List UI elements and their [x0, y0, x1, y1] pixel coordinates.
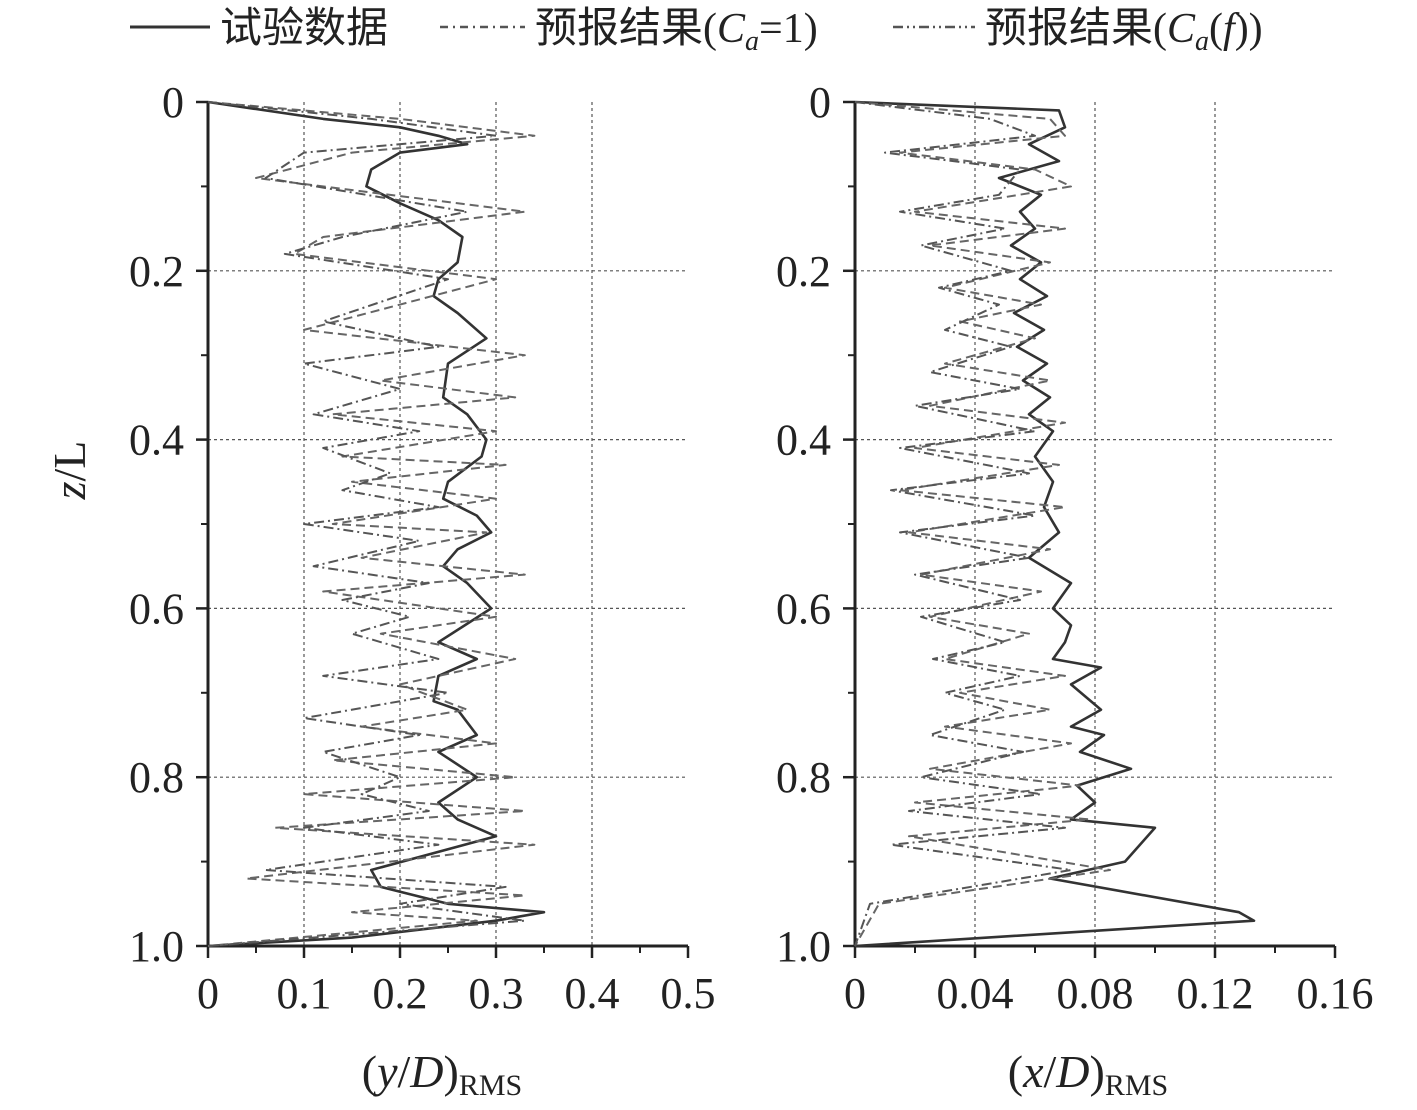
x-tick-label: 0.04 — [937, 969, 1014, 1018]
y-tick-label: 0 — [162, 78, 184, 127]
right-panel: 0 0.04 0.08 0.12 0.16 0 0.2 0.4 0.6 0.8 1.0 — [776, 78, 1374, 1018]
y-tick-label: 0.8 — [776, 753, 831, 802]
legend-item-experimental: 试验数据 — [130, 5, 388, 52]
series-line-dashdot — [207, 101, 526, 947]
legend-item-caf: 预报结果(Ca(f)) — [893, 6, 1263, 57]
x-tick-label: 0.2 — [373, 969, 428, 1018]
x-tick-label: 0 — [844, 969, 866, 1018]
legend-label-caf: 预报结果(Ca(f)) — [985, 6, 1263, 57]
x-axis-title-right: (x/D)RMS — [1008, 1046, 1168, 1102]
x-tick-label: 0.16 — [1297, 969, 1374, 1018]
x-tick-label: 0.5 — [661, 969, 716, 1018]
x-tick-label: 0.4 — [565, 969, 620, 1018]
x-tick-label: 0.08 — [1057, 969, 1134, 1018]
x-tick-label: 0 — [197, 969, 219, 1018]
series-line-solid — [854, 100, 1256, 948]
y-tick-label: 1.0 — [776, 922, 831, 971]
legend-label-ca1: 预报结果(Ca=1) — [535, 6, 818, 57]
legend-item-ca1: 预报结果(Ca=1) — [440, 6, 818, 57]
series-line-dashed — [854, 101, 1111, 947]
y-tick-label: 0.4 — [776, 416, 831, 465]
series-line-dashed — [207, 101, 536, 947]
x-tick-label: 0.1 — [277, 969, 332, 1018]
x-tick-label: 0.3 — [469, 969, 524, 1018]
y-tick-label: 0.6 — [776, 584, 831, 633]
left-panel: 0 0.1 0.2 0.3 0.4 0.5 0 0.2 0.4 0.6 0.8 1.0 — [129, 78, 716, 1018]
y-tick-label: 0.2 — [129, 247, 184, 296]
y-tick-label: 0.2 — [776, 247, 831, 296]
y-axis-title: z/L — [44, 441, 95, 501]
y-tick-label: 0.6 — [129, 584, 184, 633]
y-tick-label: 0.4 — [129, 416, 184, 465]
x-axis-title-left: (y/D)RMS — [362, 1046, 522, 1102]
y-tick-label: 0.8 — [129, 753, 184, 802]
legend: 试验数据 预报结果(Ca=1) 预报结果(Ca(f)) — [130, 5, 1263, 57]
y-tick-label: 1.0 — [129, 922, 184, 971]
series-line-dashdot — [854, 101, 1072, 947]
y-tick-label: 0 — [809, 78, 831, 127]
x-tick-label: 0.12 — [1177, 969, 1254, 1018]
legend-label-experimental: 试验数据 — [220, 5, 388, 52]
series-line-solid — [207, 100, 546, 948]
